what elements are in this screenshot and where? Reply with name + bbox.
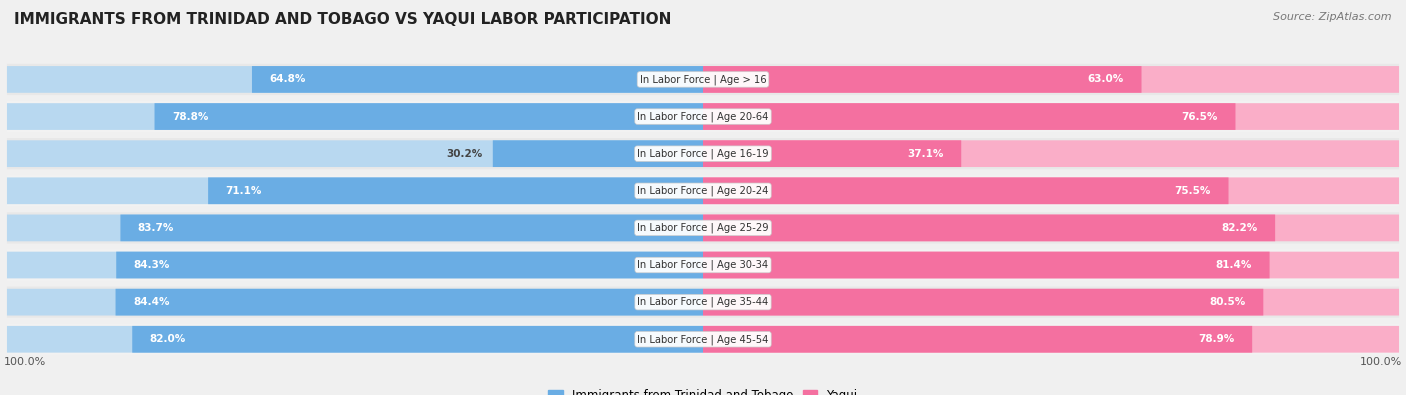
FancyBboxPatch shape [703, 252, 1399, 278]
Text: 100.0%: 100.0% [3, 357, 46, 367]
FancyBboxPatch shape [7, 101, 1399, 132]
FancyBboxPatch shape [703, 177, 1399, 204]
Text: In Labor Force | Age 35-44: In Labor Force | Age 35-44 [637, 297, 769, 307]
FancyBboxPatch shape [115, 289, 703, 316]
FancyBboxPatch shape [703, 289, 1264, 316]
FancyBboxPatch shape [7, 249, 1399, 280]
FancyBboxPatch shape [703, 103, 1399, 130]
Text: 82.0%: 82.0% [149, 334, 186, 344]
FancyBboxPatch shape [703, 326, 1253, 353]
Text: 80.5%: 80.5% [1209, 297, 1246, 307]
Text: 76.5%: 76.5% [1181, 111, 1218, 122]
Text: In Labor Force | Age 20-24: In Labor Force | Age 20-24 [637, 186, 769, 196]
Text: 71.1%: 71.1% [225, 186, 262, 196]
FancyBboxPatch shape [7, 324, 1399, 355]
Text: 64.8%: 64.8% [270, 74, 305, 85]
FancyBboxPatch shape [703, 66, 1399, 93]
Text: 83.7%: 83.7% [138, 223, 174, 233]
FancyBboxPatch shape [703, 214, 1275, 241]
FancyBboxPatch shape [7, 252, 703, 278]
FancyBboxPatch shape [7, 140, 703, 167]
FancyBboxPatch shape [703, 103, 1236, 130]
Text: 75.5%: 75.5% [1175, 186, 1211, 196]
FancyBboxPatch shape [703, 326, 1399, 353]
FancyBboxPatch shape [208, 177, 703, 204]
FancyBboxPatch shape [703, 140, 1399, 167]
FancyBboxPatch shape [703, 214, 1399, 241]
FancyBboxPatch shape [7, 66, 703, 93]
Text: 30.2%: 30.2% [446, 149, 482, 159]
Text: 81.4%: 81.4% [1216, 260, 1253, 270]
FancyBboxPatch shape [132, 326, 703, 353]
Text: Source: ZipAtlas.com: Source: ZipAtlas.com [1274, 12, 1392, 22]
Text: In Labor Force | Age 30-34: In Labor Force | Age 30-34 [637, 260, 769, 270]
FancyBboxPatch shape [7, 177, 703, 204]
FancyBboxPatch shape [7, 103, 703, 130]
FancyBboxPatch shape [121, 214, 703, 241]
FancyBboxPatch shape [7, 214, 703, 241]
FancyBboxPatch shape [7, 289, 703, 316]
FancyBboxPatch shape [703, 252, 1270, 278]
Text: 82.2%: 82.2% [1222, 223, 1258, 233]
FancyBboxPatch shape [492, 140, 703, 167]
Text: 63.0%: 63.0% [1088, 74, 1125, 85]
FancyBboxPatch shape [7, 286, 1399, 318]
FancyBboxPatch shape [252, 66, 703, 93]
Text: 84.3%: 84.3% [134, 260, 170, 270]
FancyBboxPatch shape [7, 175, 1399, 206]
Text: 78.8%: 78.8% [172, 111, 208, 122]
Text: In Labor Force | Age 25-29: In Labor Force | Age 25-29 [637, 223, 769, 233]
Text: In Labor Force | Age 20-64: In Labor Force | Age 20-64 [637, 111, 769, 122]
Text: 100.0%: 100.0% [1360, 357, 1403, 367]
Text: IMMIGRANTS FROM TRINIDAD AND TOBAGO VS YAQUI LABOR PARTICIPATION: IMMIGRANTS FROM TRINIDAD AND TOBAGO VS Y… [14, 12, 672, 27]
FancyBboxPatch shape [117, 252, 703, 278]
FancyBboxPatch shape [703, 140, 962, 167]
Legend: Immigrants from Trinidad and Tobago, Yaqui: Immigrants from Trinidad and Tobago, Yaq… [544, 384, 862, 395]
FancyBboxPatch shape [703, 289, 1399, 316]
FancyBboxPatch shape [7, 213, 1399, 243]
FancyBboxPatch shape [155, 103, 703, 130]
Text: In Labor Force | Age 45-54: In Labor Force | Age 45-54 [637, 334, 769, 344]
Text: In Labor Force | Age > 16: In Labor Force | Age > 16 [640, 74, 766, 85]
Text: 78.9%: 78.9% [1198, 334, 1234, 344]
Text: 37.1%: 37.1% [907, 149, 943, 159]
FancyBboxPatch shape [7, 326, 703, 353]
Text: In Labor Force | Age 16-19: In Labor Force | Age 16-19 [637, 149, 769, 159]
FancyBboxPatch shape [7, 138, 1399, 169]
Text: 84.4%: 84.4% [134, 297, 170, 307]
FancyBboxPatch shape [7, 64, 1399, 95]
FancyBboxPatch shape [703, 177, 1229, 204]
FancyBboxPatch shape [703, 66, 1142, 93]
